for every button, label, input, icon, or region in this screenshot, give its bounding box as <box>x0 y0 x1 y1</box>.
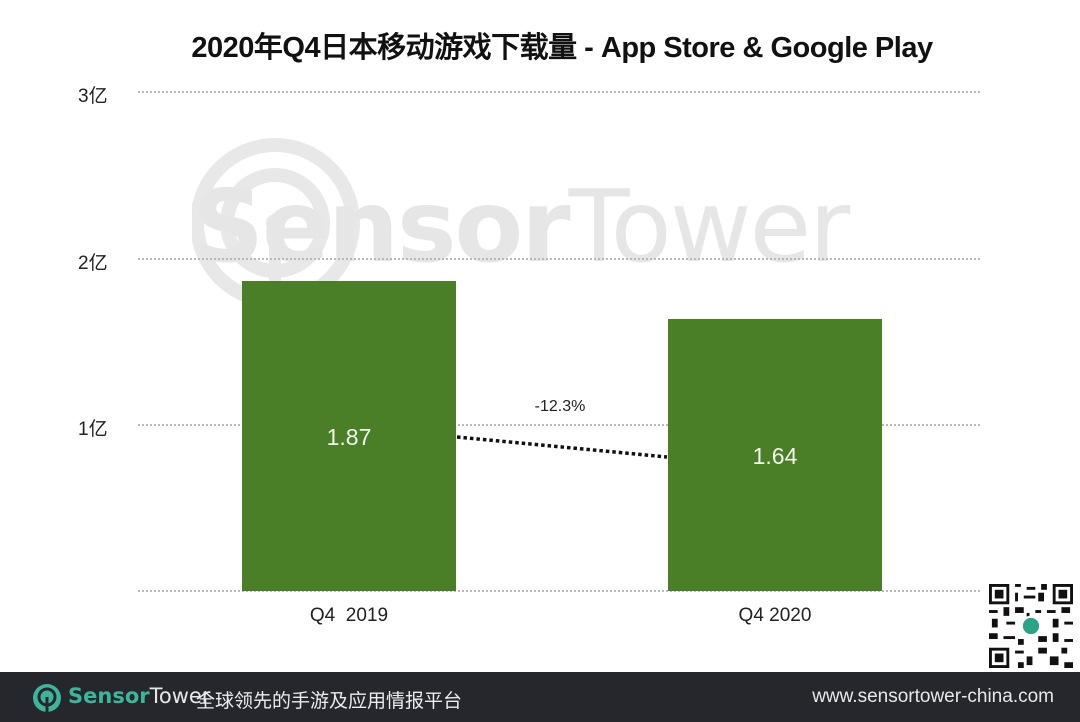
gridline-0 <box>138 590 980 592</box>
footer-url-link[interactable]: www.sensortower-china.com <box>812 686 1054 707</box>
x-tick-q4-2020: Q4 2020 <box>738 605 812 626</box>
bar-q4-2019: 1.87 <box>242 281 456 591</box>
footer-bar: SensorTower 全球领先的手游及应用情报平台 www.sensortow… <box>0 672 1080 722</box>
change-percentage-label: -12.3% <box>534 398 586 415</box>
chart-title: 2020年Q4日本移动游戏下载量 - App Store & Google Pl… <box>191 32 933 64</box>
y-tick-3: 3亿 <box>78 86 108 107</box>
gridline-3 <box>138 91 980 93</box>
x-tick-q4-2019: Q4 2019 <box>309 605 389 626</box>
y-tick-2: 2亿 <box>78 253 108 274</box>
bar-value-label: 1.64 <box>752 443 798 469</box>
gridline-2 <box>138 258 980 260</box>
watermark-text: SensorTower <box>192 168 850 285</box>
footer-brand: SensorTower <box>68 684 211 708</box>
sensortower-logo-icon <box>33 684 61 713</box>
footer-slogan: 全球领先的手游及应用情报平台 <box>196 691 463 712</box>
bar-value-label: 1.87 <box>326 424 372 450</box>
gridline-1 <box>138 424 980 426</box>
qr-code-icon <box>987 584 1075 668</box>
bar-q4-2020: 1.64 <box>668 319 882 591</box>
y-tick-1: 1亿 <box>78 419 108 440</box>
